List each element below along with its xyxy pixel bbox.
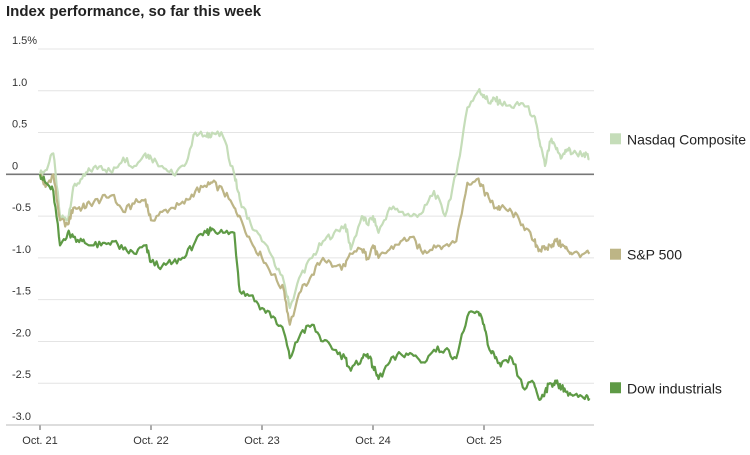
series-line-dow-industrials <box>38 174 591 401</box>
legend-swatch <box>610 133 621 145</box>
y-tick-label: -1.5 <box>12 286 31 298</box>
legend: Nasdaq Composite S&P 500 Dow industrials <box>610 131 746 396</box>
x-tick-label: Oct. 25 <box>466 435 501 447</box>
chart-title: Index performance, so far this week <box>6 3 262 20</box>
x-tick-label: Oct. 23 <box>244 435 279 447</box>
y-tick-label: -0.5 <box>12 202 31 214</box>
y-tick-label: -1.0 <box>12 244 31 256</box>
series-line-sp-500 <box>39 173 591 326</box>
x-tick-label: Oct. 21 <box>22 435 57 447</box>
y-tick-label: -2.0 <box>12 327 31 339</box>
legend-item-sp-500: S&P 500 <box>610 247 682 263</box>
x-tick-label: Oct. 22 <box>133 435 168 447</box>
x-tick-label: Oct. 24 <box>355 435 390 447</box>
series-line-nasdaq-composite <box>38 88 590 310</box>
legend-label: Dow industrials <box>627 380 722 396</box>
y-tick-label: 1.5% <box>12 35 37 47</box>
legend-label: S&P 500 <box>627 247 682 263</box>
y-tick-label: 0.5 <box>12 119 27 131</box>
legend-label: Nasdaq Composite <box>627 131 746 147</box>
legend-swatch <box>610 382 621 394</box>
y-tick-label: -2.5 <box>12 369 31 381</box>
series-lines <box>38 88 591 401</box>
y-tick-label: 0 <box>12 160 18 172</box>
y-axis-ticks: 1.5% 1.0 0.5 0 -0.5 -1.0 -1.5 -2.0 -2.5 -3.0 <box>12 35 37 423</box>
y-tick-label: -3.0 <box>12 411 31 423</box>
legend-swatch <box>610 248 621 260</box>
y-tick-label: 1.0 <box>12 77 27 89</box>
legend-item-nasdaq-composite: Nasdaq Composite <box>610 131 746 147</box>
legend-item-dow-industrials: Dow industrials <box>610 380 722 396</box>
x-axis-ticks: Oct. 21 Oct. 22 Oct. 23 Oct. 24 Oct. 25 <box>6 424 594 447</box>
